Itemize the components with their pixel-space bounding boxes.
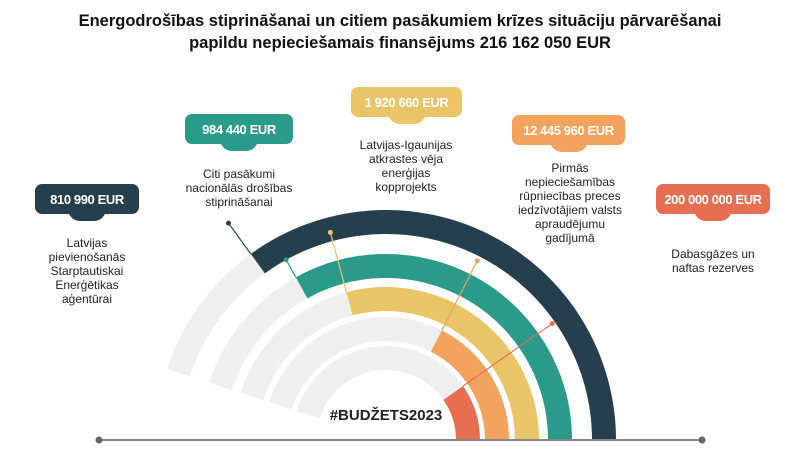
desc-wind: Latvijas-Igaunijas atkrastes vēja enerģi… [359,138,453,194]
desc-security: Citi pasākumi nacionālās drošības stipri… [185,167,293,209]
leader-line-iea [227,222,252,255]
baseline-left-dot [95,436,103,444]
leader-dot-goods [474,258,480,264]
leader-line-goods [441,260,478,331]
amount-badge-wind: 1 920 660 EUR [351,87,462,124]
amount-badge-goods: 12 445 960 EUR [512,115,625,152]
leader-lines [60,220,740,450]
leader-dot-iea [225,220,231,226]
page-title: Energodrošības stiprināšanai un citiem p… [0,10,800,54]
amount-badge-reserves: 200 000 000 EUR [656,184,770,221]
amount-badge-iea: 810 990 EUR [35,184,139,221]
arc-reserves [443,386,480,441]
arc-security [295,254,572,441]
leader-line-security [285,259,297,278]
baseline-right-dot [698,436,706,444]
arc-base-mask [60,440,740,450]
title-line-1: Energodrošības stiprināšanai un citiem p… [78,12,722,30]
arc-wind [346,287,539,441]
desc-iea: Latvijas pievienošanās Starptautiskai En… [48,236,126,306]
arc-track-reserves [296,346,480,441]
data-arcs [250,210,616,441]
title-line-2: papildu nepieciešamais finansējums 216 1… [189,34,611,52]
leader-line-wind [329,232,347,293]
leader-dot-reserves [549,321,555,327]
hashtag-label: #BUDŽETS2023 [330,406,443,424]
desc-goods: Pirmās nepieciešamības rūpniecības prece… [517,161,623,245]
amount-badge-security: 984 440 EUR [185,114,293,151]
leader-dot-security [283,257,289,263]
leader-line-reserves [462,323,553,387]
arc-iea [250,210,616,441]
arc-goods [430,330,509,441]
desc-reserves: Dabasgāzes un naftas rezerves [671,247,755,275]
leader-dot-wind [327,229,333,235]
